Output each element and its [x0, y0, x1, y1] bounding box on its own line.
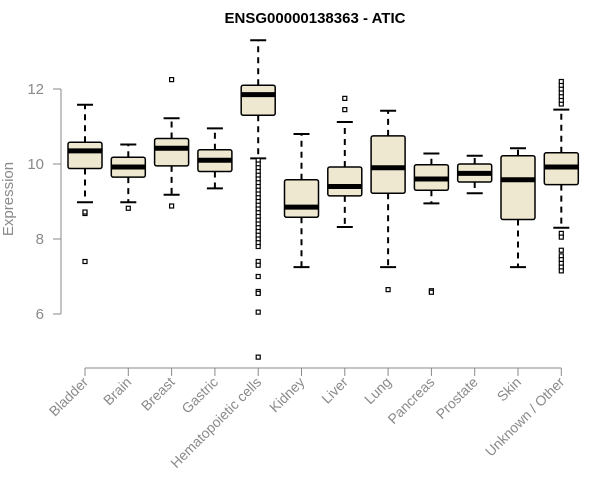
- box-group: [283, 133, 320, 269]
- outlier-point: [558, 247, 564, 253]
- boxes: [67, 39, 580, 360]
- x-tick-label: Skin: [494, 374, 525, 405]
- box: [327, 166, 363, 197]
- x-tick-label: Brain: [100, 374, 134, 408]
- x-tick-label: Bladder: [46, 374, 92, 420]
- outlier-point: [169, 203, 175, 209]
- outlier-point: [255, 243, 261, 250]
- outlier-point: [255, 290, 261, 296]
- x-tick-label: Lung: [361, 374, 394, 407]
- box-group: [240, 39, 276, 360]
- y-axis-label: Expression: [0, 162, 17, 236]
- box: [283, 179, 320, 218]
- x-tick-label: Unknown / Other: [482, 374, 568, 460]
- outlier-point: [428, 289, 434, 295]
- outlier-point: [342, 95, 348, 101]
- y-tick-label: 10: [27, 156, 44, 173]
- outlier-point: [255, 354, 261, 360]
- x-tick-label: Liver: [318, 374, 351, 407]
- box-group: [370, 109, 406, 293]
- box: [153, 137, 190, 167]
- box-group: [413, 152, 450, 295]
- outlier-point: [255, 309, 261, 315]
- outlier-point: [558, 78, 564, 85]
- box-group: [197, 127, 233, 190]
- outlier-point: [255, 262, 261, 268]
- box-group: [110, 143, 147, 211]
- box-group: [500, 147, 536, 269]
- chart-title: ENSG00000138363 - ATIC: [225, 10, 406, 27]
- box-group: [153, 77, 190, 209]
- box-group: [543, 78, 580, 274]
- box-group: [327, 95, 363, 228]
- box: [67, 141, 103, 170]
- outlier-point: [558, 268, 564, 274]
- x-tick-label: Kidney: [266, 374, 308, 416]
- x-tick-label: Pancreas: [384, 374, 437, 427]
- outlier-point: [82, 209, 88, 215]
- x-tick-label: Prostate: [433, 374, 481, 422]
- outlier-point: [255, 273, 261, 280]
- box: [240, 84, 276, 116]
- box-group: [67, 103, 103, 265]
- outlier-point: [125, 205, 131, 211]
- x-tick-label: Gastric: [178, 374, 221, 417]
- x-tick-label: Breast: [138, 374, 178, 414]
- outlier-point: [169, 77, 175, 83]
- outlier-point: [342, 107, 348, 113]
- y-tick-label: 12: [27, 81, 44, 98]
- y-tick-label: 6: [36, 306, 44, 323]
- box: [370, 135, 406, 194]
- box-group: [456, 154, 493, 195]
- outlier-point: [82, 258, 88, 265]
- y-tick-label: 8: [36, 231, 44, 248]
- outlier-point: [385, 287, 391, 293]
- box: [500, 155, 536, 221]
- outlier-point: [558, 234, 564, 240]
